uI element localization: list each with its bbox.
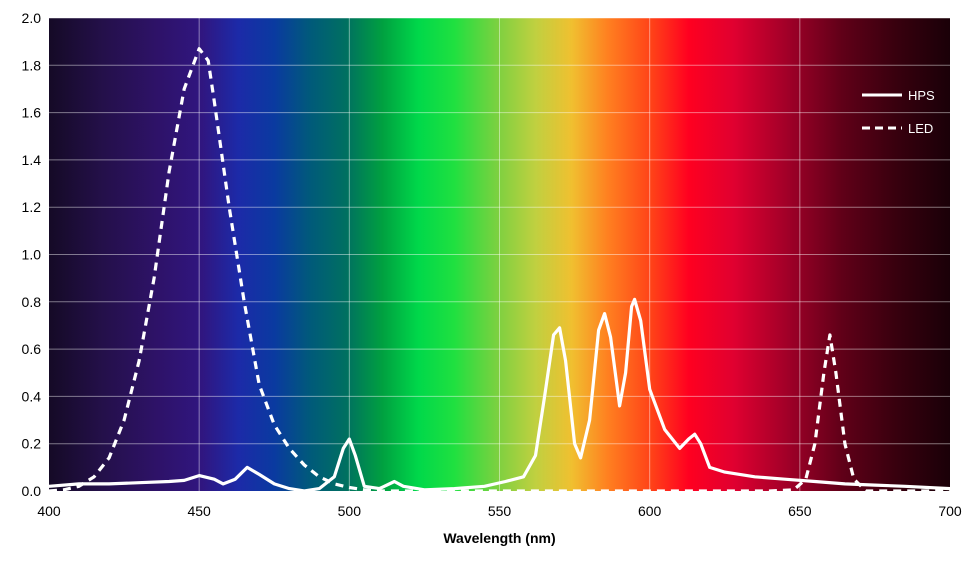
x-axis-ticks: 400 450 500 550 600 650 700 (37, 503, 962, 519)
series-line-hps (47, 297, 952, 493)
series-line-led (48, 47, 950, 493)
plot-area (49, 18, 950, 491)
y-axis-ticks: 0.0 0.2 0.4 0.6 0.8 1.0 1.2 1.4 1.6 1.8 2.0 (22, 10, 42, 499)
gridlines (49, 17, 950, 491)
y-tick-label: 0.0 (22, 483, 42, 499)
y-tick-label: 0.4 (22, 388, 42, 404)
x-tick-label: 450 (187, 503, 211, 519)
legend: HPS LED (862, 88, 935, 136)
x-tick-label: 400 (37, 503, 61, 519)
series-layer (47, 47, 952, 493)
y-tick-label: 1.4 (22, 152, 42, 168)
y-tick-label: 0.6 (22, 341, 42, 357)
y-tick-label: 0.8 (22, 294, 42, 310)
y-tick-label: 1.8 (22, 57, 42, 73)
x-tick-label: 600 (638, 503, 662, 519)
x-tick-label: 500 (338, 503, 362, 519)
legend-label-led: LED (908, 121, 933, 136)
y-tick-label: 2.0 (22, 10, 42, 26)
x-tick-label: 700 (938, 503, 962, 519)
y-tick-label: 1.2 (22, 199, 42, 215)
y-tick-label: 1.6 (22, 105, 42, 121)
x-tick-label: 650 (788, 503, 812, 519)
legend-label-hps: HPS (908, 88, 935, 103)
y-tick-label: 1.0 (22, 247, 42, 263)
x-tick-label: 550 (488, 503, 512, 519)
y-tick-label: 0.2 (22, 436, 42, 452)
x-axis-title: Wavelength (nm) (443, 530, 555, 546)
